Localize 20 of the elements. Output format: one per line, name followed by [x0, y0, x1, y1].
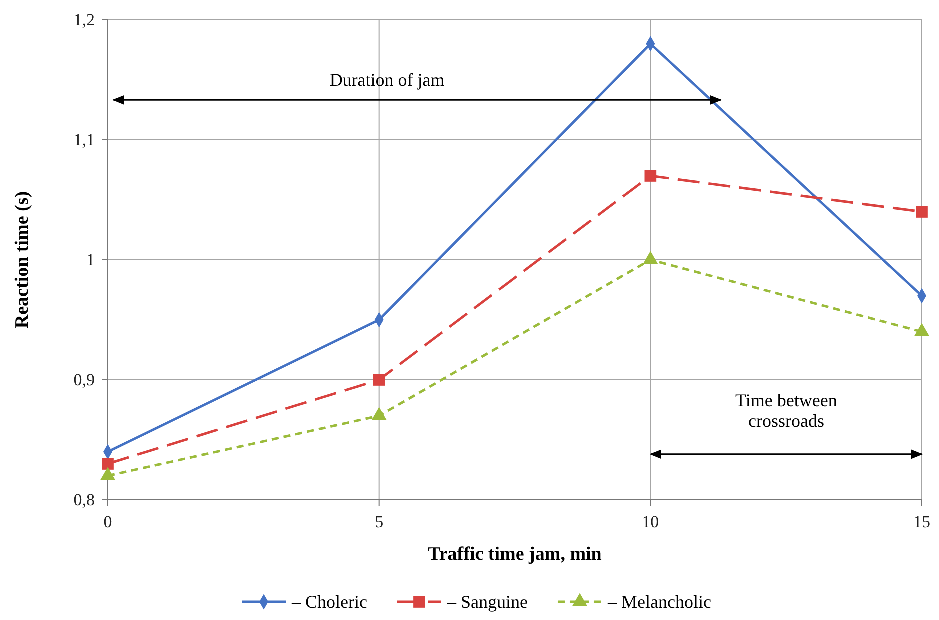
- point: [644, 170, 657, 182]
- point: [373, 374, 386, 386]
- y-tick-label: 0,8: [74, 490, 95, 510]
- x-tick-label: 10: [642, 512, 660, 532]
- point: [102, 458, 114, 470]
- y-tick-label: 1,1: [74, 130, 95, 150]
- y-axis-title: Reaction time (s): [12, 191, 33, 329]
- point: [916, 206, 928, 218]
- y-tick-label: 1,2: [74, 10, 95, 30]
- annotation: Duration of jam: [330, 70, 445, 90]
- legend-label: – Choleric: [291, 592, 368, 612]
- x-axis-title: Traffic time jam, min: [428, 544, 602, 565]
- x-tick-label: 0: [104, 512, 112, 532]
- annotation: Time between crossroads: [736, 390, 838, 432]
- x-tick-label: 5: [375, 512, 384, 532]
- legend-label: – Melancholic: [606, 592, 712, 612]
- y-tick-label: 0,9: [74, 370, 95, 390]
- x-tick-label: 15: [914, 512, 930, 532]
- legend-label: – Sanguine: [446, 592, 528, 612]
- y-tick-label: 1: [86, 250, 95, 270]
